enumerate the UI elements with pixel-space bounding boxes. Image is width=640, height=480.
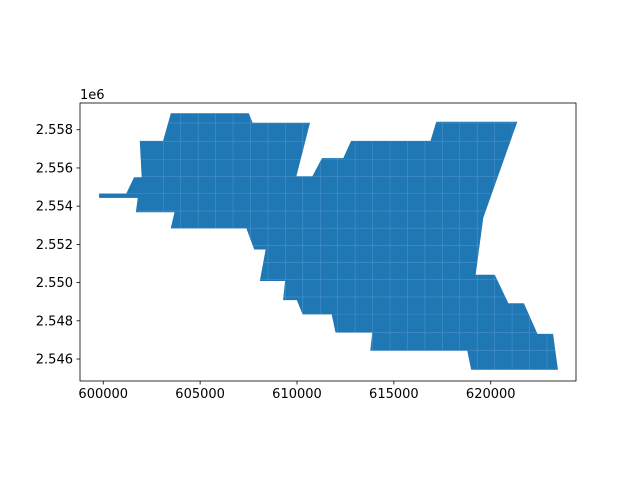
y-tick-label: 2.546 — [36, 353, 73, 368]
y-tick-label: 2.552 — [36, 238, 73, 253]
region-layer — [99, 113, 558, 370]
x-tick-label: 615000 — [369, 387, 419, 402]
y-offset-label: 1e6 — [80, 88, 105, 103]
y-tick-label: 2.554 — [36, 200, 73, 215]
plot-area — [79, 102, 577, 382]
x-tick-label: 620000 — [466, 387, 516, 402]
y-axis: 2.546 2.548 2.550 2.552 2.554 2.556 2.558 — [36, 123, 80, 368]
y-tick-label: 2.556 — [36, 161, 73, 176]
x-tick-label: 605000 — [175, 387, 225, 402]
y-tick-label: 2.548 — [36, 314, 73, 329]
x-tick-label: 600000 — [78, 387, 128, 402]
axes-frame — [79, 102, 577, 382]
y-tick-label: 2.550 — [36, 276, 73, 291]
x-axis: 600000 605000 610000 615000 620000 — [78, 381, 516, 402]
x-tick-label: 610000 — [272, 387, 322, 402]
y-tick-label: 2.558 — [36, 123, 73, 138]
